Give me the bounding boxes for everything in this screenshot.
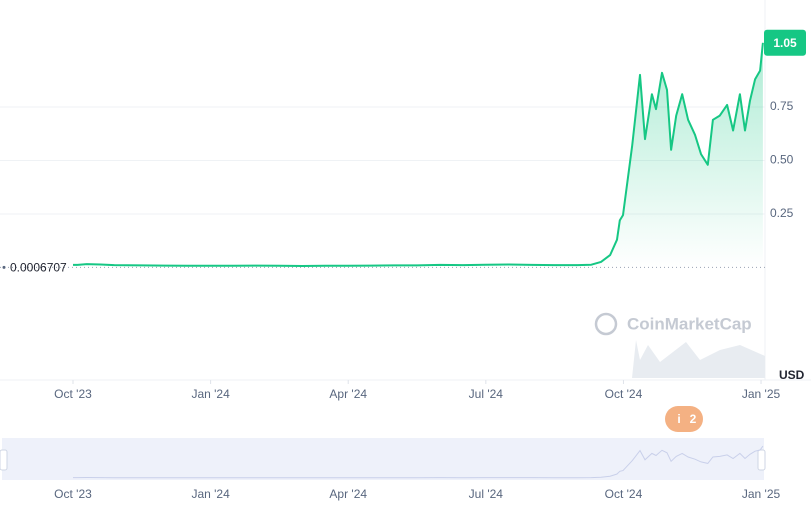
currency-label: USD bbox=[779, 368, 805, 382]
watermark: CoinMarketCap bbox=[594, 312, 752, 336]
navigator-tick-label: Jan '25 bbox=[742, 487, 781, 501]
x-tick-label: Oct '23 bbox=[54, 387, 92, 401]
navigator-tick-label: Jul '24 bbox=[469, 487, 504, 501]
events-badge[interactable]: i 2 bbox=[665, 406, 703, 432]
badge-count: 2 bbox=[690, 412, 697, 426]
badge-bg[interactable] bbox=[665, 406, 703, 432]
y-tick-label: 0.25 bbox=[770, 206, 794, 220]
price-line bbox=[73, 42, 764, 267]
navigator-tick-label: Apr '24 bbox=[329, 487, 367, 501]
navigator-handle[interactable] bbox=[757, 449, 766, 471]
x-tick-label: Jan '25 bbox=[742, 387, 781, 401]
x-tick-label: Jan '24 bbox=[191, 387, 230, 401]
watermark-text: CoinMarketCap bbox=[627, 314, 752, 333]
navigator-handle[interactable] bbox=[0, 449, 8, 471]
x-tick-label: Apr '24 bbox=[329, 387, 367, 401]
watermark-logo bbox=[594, 312, 618, 336]
reference-dot bbox=[2, 265, 6, 269]
navigator-line bbox=[73, 445, 764, 479]
x-tick-label: Jul '24 bbox=[469, 387, 504, 401]
y-tick-label: 0.50 bbox=[770, 153, 794, 167]
current-price-label: 1.05 bbox=[773, 36, 797, 50]
navigator-tick-label: Oct '24 bbox=[605, 487, 643, 501]
navigator-tick-label: Oct '23 bbox=[54, 487, 92, 501]
y-tick-label: 0.75 bbox=[770, 99, 794, 113]
volume-shape bbox=[632, 340, 765, 378]
badge-icon: i bbox=[677, 412, 680, 426]
area-fill bbox=[73, 42, 763, 268]
reference-label: 0.0006707 bbox=[10, 261, 67, 275]
navigator-tick-label: Jan '24 bbox=[191, 487, 230, 501]
x-tick-label: Oct '24 bbox=[605, 387, 643, 401]
current-price-badge bbox=[764, 29, 806, 56]
navigator bbox=[2, 438, 764, 480]
